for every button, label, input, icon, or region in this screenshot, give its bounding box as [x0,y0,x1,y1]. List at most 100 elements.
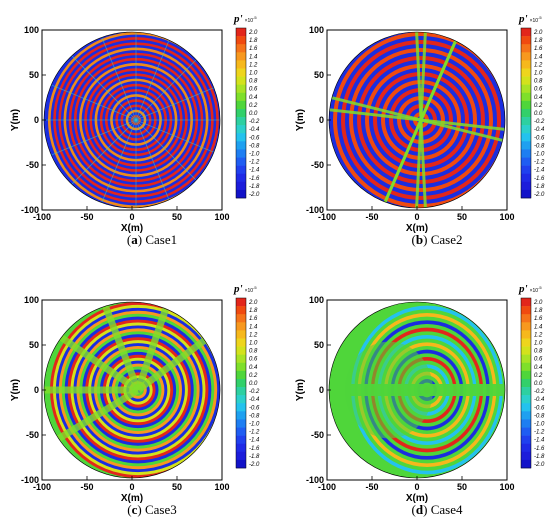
colorbar-swatch [236,181,246,191]
colorbar-swatch [521,173,531,183]
colorbar-tick-label: 1.8 [534,38,543,44]
colorbar-tick-label: 0.4 [534,365,543,371]
colorbar-swatch [236,338,246,347]
colorbar-tick-label: -1.6 [249,446,260,452]
colorbar-tick-label: 1.0 [249,341,258,347]
colorbar-tick-label: -2.0 [249,462,260,468]
colorbar-tick-label: -0.2 [249,119,260,125]
y-tick-label: -50 [26,160,39,170]
colorbar-title: p' ×10-5 [233,283,257,295]
x-tick-label: 0 [414,482,419,492]
colorbar-swatch [236,306,246,315]
colorbar-swatch [521,100,531,110]
colorbar-swatch [521,354,531,364]
colorbar-tick-label: -1.8 [534,184,545,190]
colorbar-tick-label: 0.2 [534,373,543,379]
colorbar-tick-label: 1.8 [534,308,543,314]
colorbar-swatch [236,117,246,126]
y-tick-label: 50 [29,70,39,80]
colorbar-swatch [521,443,531,453]
x-axis-label: X(m) [406,223,428,234]
colorbar-title: p' ×10-5 [518,283,542,295]
colorbar: 2.0 1.8 1.6 1.4 1.2 1.0 0.8 0.6 0.4 0.2 0.0 -0.2 -0.… [518,13,545,199]
colorbar-tick-label: -0.4 [534,127,545,133]
x-tick-label: -50 [365,482,378,492]
colorbar-tick-label: 1.6 [249,46,258,52]
colorbar-tick-label: -1.4 [534,168,545,174]
colorbar-tick-label: 0.4 [249,95,258,101]
y-tick-label: 50 [314,340,324,350]
colorbar-swatch [521,76,531,85]
colorbar-swatch [521,403,531,412]
colorbar-swatch [236,298,246,307]
colorbar-tick-label: 0.6 [534,357,543,363]
y-tick-label: -100 [21,205,39,215]
colorbar-tick-label: 0.0 [249,381,258,387]
y-tick-label: -100 [306,475,324,485]
colorbar-tick-label: -0.8 [249,413,260,419]
colorbar-swatch [236,149,246,158]
colorbar-swatch [521,117,531,126]
y-tick-label: -50 [311,430,324,440]
colorbar-tick-label: 1.8 [249,308,258,314]
y-tick-label: -100 [306,205,324,215]
colorbar-swatch [521,157,531,166]
y-tick-label: 50 [29,340,39,350]
colorbar-tick-label: 2.0 [248,300,258,306]
y-tick-label: -100 [21,475,39,485]
colorbar-swatch [521,141,531,150]
colorbar-swatch [236,322,246,331]
colorbar-tick-label: 0.4 [249,365,258,371]
x-tick-label: -50 [80,212,93,222]
colorbar-swatch [521,298,531,307]
colorbar-tick-label: -0.6 [249,405,260,411]
y-tick-label: 100 [24,25,39,35]
colorbar-tick-label: 1.8 [249,38,258,44]
y-tick-label: 0 [34,385,39,395]
colorbar-swatch [236,76,246,85]
panel-b: -100 -50 0 50 100 100 50 0 -50 -100 X(m) Y(m) 2.0 1.8… [295,13,545,247]
colorbar-tick-label: -0.2 [249,389,260,395]
colorbar-tick-label: -0.4 [249,397,260,403]
colorbar-tick-label: 1.4 [249,54,258,60]
colorbar-tick-label: -0.6 [249,135,260,141]
colorbar-tick-label: 0.0 [534,111,543,117]
colorbar-swatch [521,92,531,102]
colorbar-tick-label: 0.4 [534,95,543,101]
colorbar-tick-label: -0.4 [249,127,260,133]
y-tick-label: 100 [24,295,39,305]
colorbar-swatch [521,387,531,396]
colorbar-tick-label: -0.4 [534,397,545,403]
colorbar-swatch [521,451,531,461]
x-tick-label: -100 [318,212,336,222]
colorbar-tick-label: 0.8 [249,79,258,85]
colorbar-tick-label: 0.8 [534,349,543,355]
colorbar-tick-label: 0.0 [534,381,543,387]
y-axis-label: Y(m) [295,379,306,401]
colorbar-swatch [521,435,531,445]
colorbar-tick-label: 1.2 [249,332,258,338]
panel-caption: (a) Case1 [127,232,177,247]
colorbar-tick-label: 2.0 [248,30,258,36]
colorbar-tick-label: 0.6 [534,87,543,93]
colorbar-swatch [521,133,531,142]
colorbar-tick-label: -2.0 [534,462,545,468]
y-tick-label: -50 [26,430,39,440]
colorbar-swatch [236,141,246,150]
colorbar-tick-label: -1.6 [534,176,545,182]
colorbar-swatch [521,36,531,45]
colorbar-tick-label: 0.2 [249,373,258,379]
colorbar-tick-label: -1.6 [249,176,260,182]
colorbar: 2.0 1.8 1.6 1.4 1.2 1.0 0.8 0.6 0.4 0.2 0.0 -0.2 -0.… [233,283,260,469]
colorbar-tick-label: -1.4 [249,168,260,174]
panel-caption: (d) Case4 [412,502,463,517]
colorbar-swatch [236,68,246,77]
colorbar-swatch [236,419,246,428]
colorbar-tick-label: -0.8 [534,143,545,149]
panel-d: -100 -50 0 50 100 100 50 0 -50 -100 X(m) Y(m) 2.0 1.8… [295,283,545,517]
colorbar-swatch [521,314,531,323]
colorbar-tick-label: 0.6 [249,87,258,93]
colorbar-swatch [236,157,246,166]
colorbar-tick-label: 1.2 [534,62,543,68]
